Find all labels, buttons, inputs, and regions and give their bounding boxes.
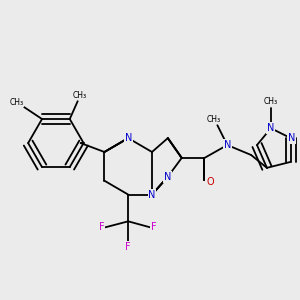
Text: CH₃: CH₃ (9, 98, 23, 107)
Text: N: N (224, 140, 231, 150)
Text: N: N (148, 190, 156, 200)
Text: N: N (267, 123, 274, 133)
Text: O: O (207, 177, 214, 187)
Text: F: F (99, 222, 104, 232)
Text: F: F (151, 222, 157, 232)
Text: N: N (288, 133, 296, 143)
Text: N: N (164, 172, 172, 182)
Text: F: F (125, 242, 131, 252)
Text: CH₃: CH₃ (206, 115, 220, 124)
Text: CH₃: CH₃ (73, 91, 87, 100)
Text: N: N (124, 133, 132, 143)
Text: CH₃: CH₃ (264, 97, 278, 106)
